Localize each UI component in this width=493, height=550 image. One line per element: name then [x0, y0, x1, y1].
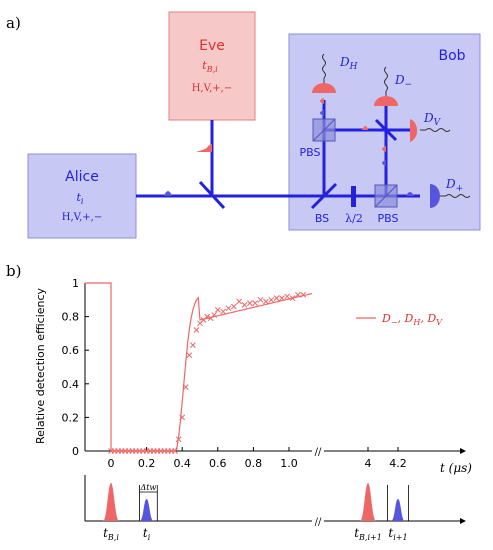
alice-time: ti [77, 191, 84, 206]
x-axis-label: t (μs) [440, 461, 472, 475]
data-point [289, 295, 296, 301]
data-point [273, 295, 280, 301]
data-point [211, 312, 218, 318]
bs-label: BS [315, 212, 329, 225]
x-tick-label: 1.0 [280, 457, 298, 470]
y-tick-label: 0.8 [62, 311, 80, 324]
eve-time: tB,i [202, 59, 218, 74]
panel-a-label: a) [6, 14, 21, 32]
detector-dplus [430, 184, 471, 208]
axis-break: // [315, 447, 322, 458]
y-tick-label: 0.4 [62, 378, 80, 391]
data-point [182, 384, 189, 391]
data-point [225, 305, 232, 312]
efficiency-chart: // 0 0.2 0.4 0.6 0.8 1 0 0.2 0.4 0.6 0.8 1.0 4 4.2 [62, 277, 466, 470]
pbs-lower [374, 184, 398, 208]
detector-dh [312, 53, 336, 93]
x-tick-label: 0.8 [245, 457, 263, 470]
data-point [284, 293, 291, 300]
x-tick-label: 0.6 [209, 457, 227, 470]
detector-dplus-label: D+ [445, 177, 463, 194]
data-point [190, 342, 196, 349]
data-point [175, 436, 182, 443]
pulse-upper-horizontal [362, 126, 368, 130]
pulse-dminus-1 [382, 146, 386, 152]
timing-label: tB,i+1 [354, 526, 382, 542]
data-point [246, 300, 253, 307]
half-wave-label: λ/2 [345, 212, 363, 225]
pulse-dplus [406, 192, 414, 196]
detector-dh-label: DH [339, 55, 358, 72]
timing-pulse-alice-i [139, 499, 154, 521]
data-point [295, 291, 301, 298]
x-tick-label: 4 [365, 457, 372, 470]
x-tick-label: 0.2 [138, 457, 156, 470]
y-tick-label: 0.2 [62, 411, 80, 424]
data-point [230, 303, 237, 310]
alice-bases: H,V,+,− [62, 212, 103, 223]
data-point [236, 298, 243, 305]
data-point [179, 414, 186, 421]
y-axis-label: Relative detection efficiency [34, 287, 47, 444]
timing-label: ti+1 [388, 526, 407, 542]
pulse-dh-2 [320, 110, 324, 116]
data-point [300, 291, 307, 298]
timing-strip: // Δtw tB,i ti tB,i+1 ti+1 [84, 475, 466, 542]
y-tick-label: 1 [72, 277, 79, 290]
timing-axis-arrow [460, 518, 466, 524]
half-wave-plate [351, 186, 356, 207]
timing-pulse-eve-i1 [360, 483, 376, 521]
bob-beamsplitter [310, 182, 338, 210]
data-point [268, 296, 275, 303]
x-axis-arrow [460, 448, 466, 454]
alice-box [27, 153, 137, 239]
data-point [241, 301, 248, 308]
timing-pulse-eve-i [103, 483, 119, 521]
data-point [252, 300, 259, 307]
legend-label: D−, DH, DV [381, 312, 443, 327]
data-point [172, 448, 178, 454]
x-tick-label: 4.2 [389, 457, 407, 470]
bob-title: Bob [438, 48, 465, 64]
data-point [263, 298, 269, 305]
data-point [186, 352, 193, 359]
data-point [204, 313, 210, 320]
detector-dminus [374, 66, 398, 106]
y-tick-label: 0.6 [62, 344, 80, 357]
timing-label: tB,i [103, 526, 119, 542]
panel-b-label: b) [6, 262, 21, 280]
pbs-upper-label: PBS [300, 146, 321, 159]
pulse-dh-1 [320, 98, 324, 104]
eve-title: Eve [199, 38, 225, 54]
timing-pulse-alice-i1 [391, 499, 405, 521]
timing-label: ti [143, 526, 151, 542]
detector-dminus-label: D− [394, 73, 412, 90]
detector-dv-label: DV [423, 111, 442, 128]
detector-dv [410, 119, 451, 142]
delta-label: Δtw [139, 483, 156, 492]
eve-mirror [198, 180, 226, 210]
x-tick-label: 0 [108, 457, 115, 470]
bob-mirror [374, 118, 398, 142]
x-tick-label: 0.4 [173, 457, 191, 470]
timing-break: // [315, 517, 322, 528]
data-point [279, 295, 285, 301]
efficiency-curve [85, 282, 313, 452]
y-tick-label: 0 [72, 445, 79, 458]
pulse-eve-shape [196, 144, 212, 152]
data-point [193, 327, 200, 333]
eve-box [168, 11, 256, 121]
pbs-upper [312, 118, 336, 142]
data-point [220, 308, 226, 315]
alice-title: Alice [65, 169, 99, 185]
data-point [257, 296, 264, 303]
pulse-dminus-2 [382, 160, 386, 166]
pulse-alice [164, 191, 172, 196]
pbs-lower-label: PBS [378, 212, 399, 225]
data-point [214, 307, 221, 313]
eve-bases: H,V,+,− [192, 83, 233, 94]
